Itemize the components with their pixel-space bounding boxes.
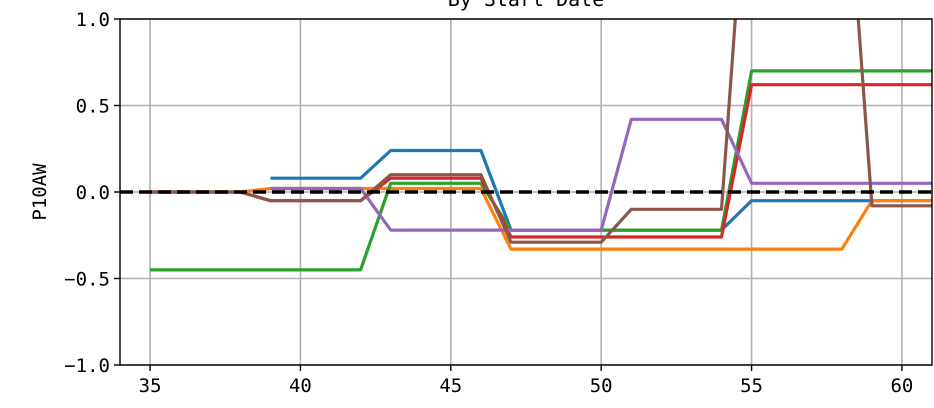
series-line-2 [150, 186, 932, 251]
series-line-3 [150, 69, 932, 272]
x-tick-label: 50 [590, 375, 613, 397]
x-tick-label: 60 [890, 375, 913, 397]
series-line-6 [150, 19, 932, 244]
series-layer [150, 19, 932, 272]
series-line-4 [150, 83, 932, 239]
y-tick-label: −0.5 [64, 269, 110, 291]
y-tick-label: 0.0 [76, 182, 110, 204]
x-axis-ticks: 35 40 45 50 55 60 [139, 365, 913, 397]
x-tick-label: 45 [439, 375, 462, 397]
y-axis-label: P10AW [29, 163, 51, 221]
y-axis-ticks: −1.0 −0.5 0.0 0.5 1.0 [64, 9, 120, 377]
chart-title: By Start Date [448, 0, 605, 11]
x-tick-label: 35 [139, 375, 162, 397]
y-tick-label: 0.5 [76, 96, 110, 118]
y-tick-label: −1.0 [64, 355, 110, 377]
x-tick-label: 55 [740, 375, 763, 397]
x-tick-label: 40 [289, 375, 312, 397]
y-tick-label: 1.0 [76, 9, 110, 31]
